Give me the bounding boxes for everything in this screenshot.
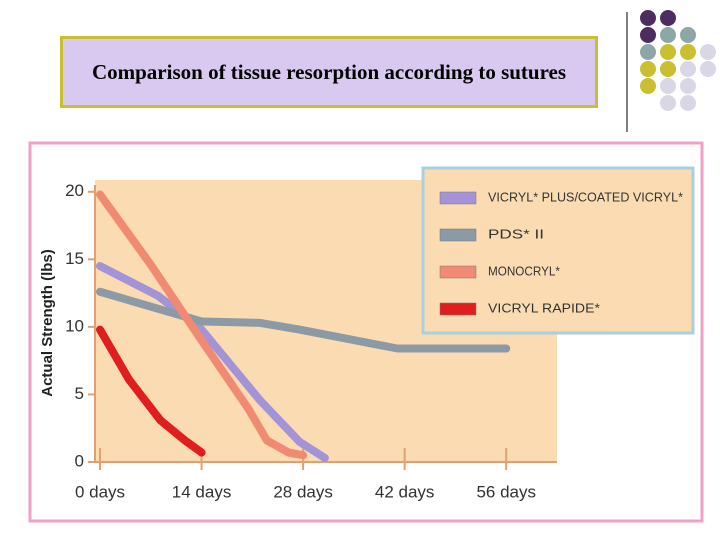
legend-swatch xyxy=(439,265,477,279)
y-tick-label: 0 xyxy=(75,451,84,470)
x-tick-label: 56 days xyxy=(476,482,536,501)
series-line xyxy=(96,262,329,462)
legend-swatch xyxy=(439,191,477,205)
legend-label: PDS* II xyxy=(488,226,544,241)
series-line xyxy=(96,190,308,460)
legend-label: VICRYL RAPIDE* xyxy=(488,300,600,315)
legend-label: MONOCRYL* xyxy=(488,263,560,278)
x-tick-label: 28 days xyxy=(273,482,333,501)
y-axis-label: Actual Strength (lbs) xyxy=(39,249,56,397)
y-tick-label: 15 xyxy=(65,249,84,268)
decor-dots xyxy=(640,10,716,111)
y-tick-label: 20 xyxy=(65,181,84,200)
x-tick-label: 42 days xyxy=(375,482,435,501)
chart-title: Comparison of tissue resorption accordin… xyxy=(91,60,567,84)
title-box: Comparison of tissue resorption accordin… xyxy=(60,36,598,108)
legend-swatch xyxy=(439,302,477,316)
x-tick-label: 14 days xyxy=(172,482,232,501)
legend-label: VICRYL* PLUS/COATED VICRYL* xyxy=(488,189,683,204)
legend-swatch xyxy=(439,228,477,242)
y-tick-label: 10 xyxy=(65,316,84,335)
series-line xyxy=(96,325,206,457)
x-tick-label: 0 days xyxy=(75,482,125,501)
y-tick-label: 5 xyxy=(75,384,84,403)
